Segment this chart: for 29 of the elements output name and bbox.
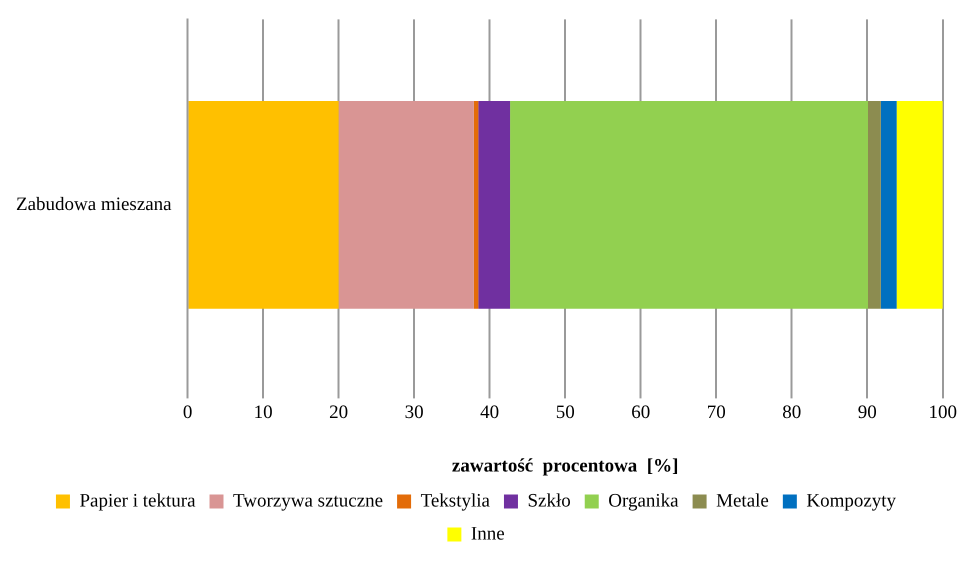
legend-label: Metale bbox=[716, 490, 769, 512]
x-tick-label: 30 bbox=[404, 402, 424, 423]
x-axis-title: zawartość procentowa [%] bbox=[452, 456, 678, 477]
x-tick-label: 90 bbox=[858, 402, 877, 423]
legend-label: Szkło bbox=[527, 490, 571, 512]
bar bbox=[896, 101, 943, 309]
bar bbox=[188, 101, 339, 309]
x-tick-label: 50 bbox=[556, 402, 575, 423]
y-tick-label: Zabudowa mieszana bbox=[16, 194, 172, 215]
x-tick-label: 80 bbox=[782, 402, 802, 423]
legend-label: Organika bbox=[608, 490, 680, 512]
x-tick-label: 0 bbox=[182, 402, 192, 423]
x-tick-label: 60 bbox=[631, 402, 650, 423]
x-tick-label: 100 bbox=[928, 402, 957, 423]
bar bbox=[338, 101, 474, 309]
legend-label: Tekstylia bbox=[420, 490, 491, 512]
bar bbox=[868, 101, 881, 309]
bar bbox=[510, 101, 868, 309]
x-tick-label: 10 bbox=[254, 402, 273, 423]
x-tick-label: 70 bbox=[706, 402, 726, 423]
bar bbox=[880, 101, 897, 309]
bar bbox=[478, 101, 510, 309]
x-tick-label: 40 bbox=[480, 402, 500, 423]
legend-label: Kompozyty bbox=[806, 490, 897, 512]
legend-label: Papier i tektura bbox=[79, 490, 196, 512]
legend-label: Inne bbox=[470, 523, 505, 544]
legend-label: Tworzywa sztuczne bbox=[233, 490, 384, 512]
bar bbox=[474, 101, 478, 309]
x-tick-label: 20 bbox=[329, 402, 348, 423]
